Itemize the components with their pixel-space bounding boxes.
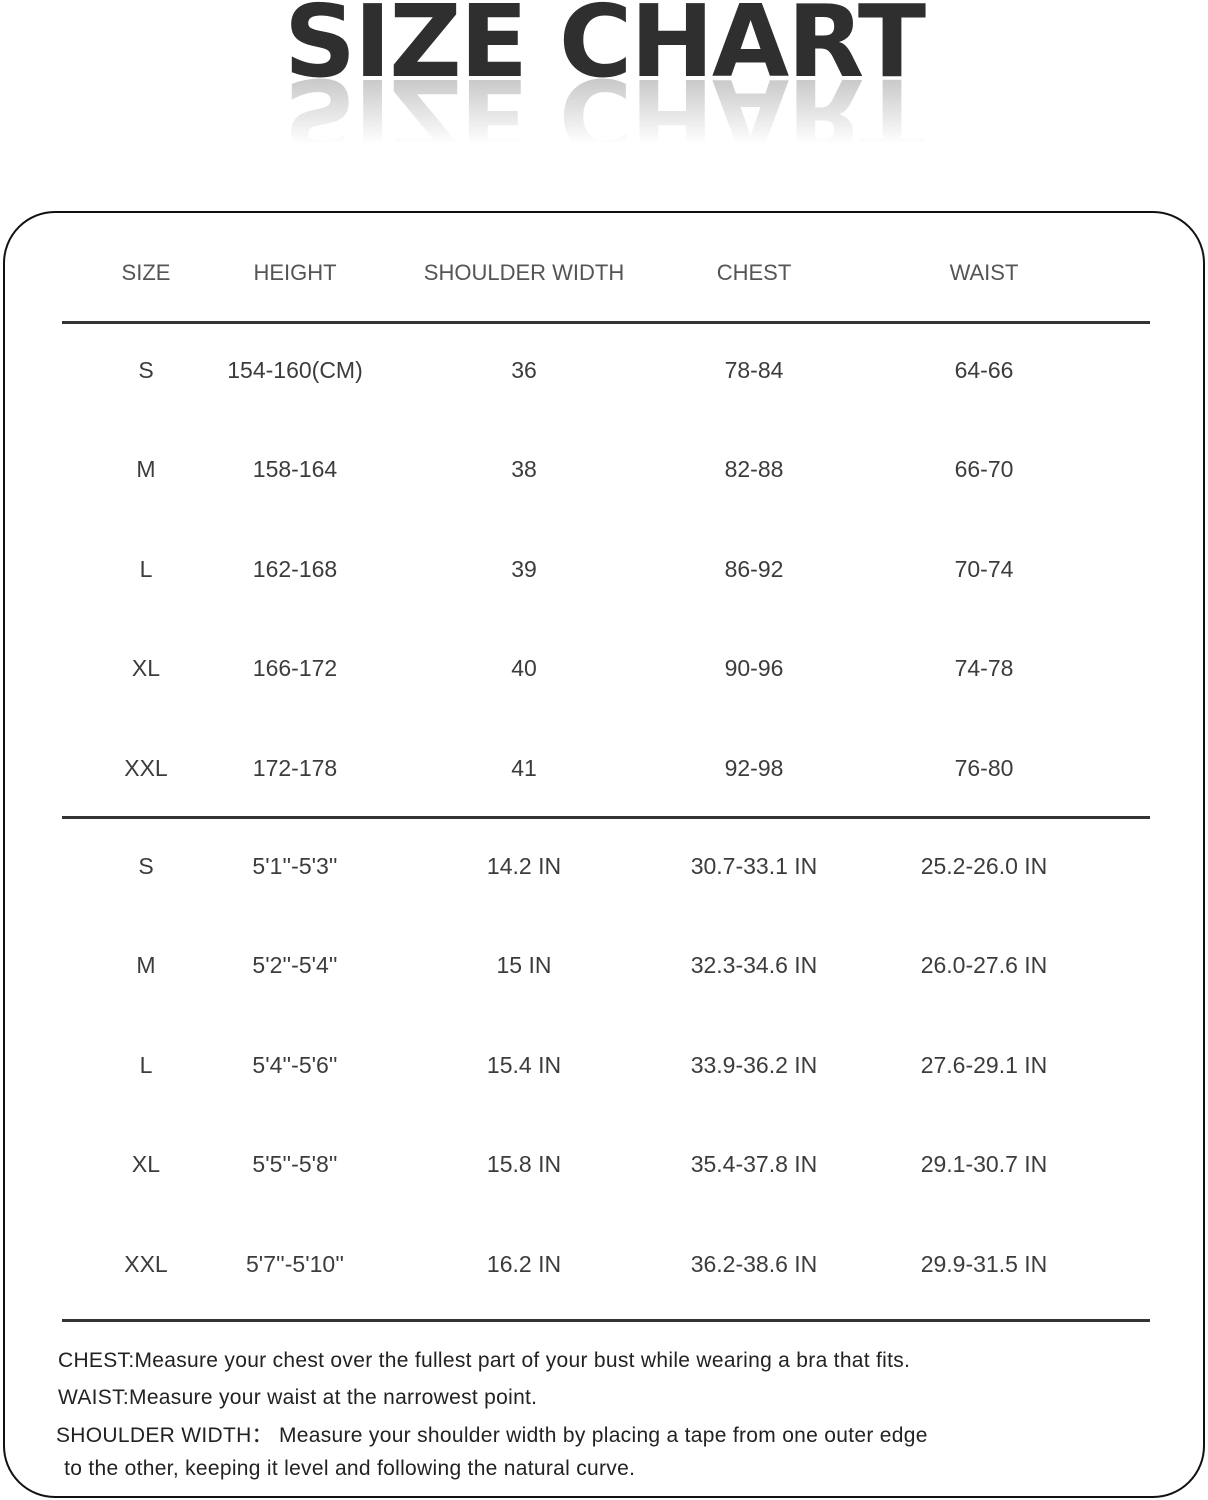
- column-header: CHEST: [716, 260, 792, 285]
- table-cell: 166-172: [252, 655, 338, 682]
- table-cell: 5'1''-5'3'': [252, 853, 338, 879]
- table-cell: 14.2 IN: [486, 853, 562, 879]
- column-header: SIZE: [121, 260, 171, 285]
- unit-divider: [62, 816, 1150, 819]
- table-cell: 158-164: [252, 456, 338, 483]
- note-shoulder: SHOULDER WIDTH： Measure your shoulder wi…: [56, 1424, 928, 1447]
- table-cell: 30.7-33.1 IN: [690, 853, 818, 879]
- table-cell: 82-88: [724, 456, 784, 483]
- table-cell: 66-70: [954, 456, 1014, 483]
- note-chest: CHEST:Measure your chest over the fulles…: [58, 1349, 911, 1372]
- table-cell: 29.1-30.7 IN: [920, 1151, 1048, 1178]
- table-cell: 41: [511, 754, 537, 781]
- table-cell: 32.3-34.6 IN: [690, 952, 818, 979]
- table-cell: 39: [511, 555, 537, 582]
- column-header: SHOULDER WIDTH: [423, 260, 625, 285]
- table-cell: 76-80: [954, 754, 1014, 781]
- table-cell: S: [138, 853, 154, 879]
- table-cell: 15 IN: [496, 952, 552, 979]
- table-cell: 74-78: [954, 655, 1014, 682]
- table-cell: XL: [131, 1151, 161, 1178]
- table-cell: 162-168: [252, 555, 338, 582]
- table-cell: M: [136, 952, 156, 979]
- table-cell: 27.6-29.1 IN: [920, 1051, 1048, 1078]
- table-cell: 92-98: [724, 754, 784, 781]
- table-cell: 40: [511, 655, 537, 682]
- table-cell: 26.0-27.6 IN: [920, 952, 1048, 979]
- header-divider: [62, 321, 1150, 324]
- note-shoulder-cont: to the other, keeping it level and follo…: [58, 1457, 636, 1480]
- table-cell: L: [139, 1051, 153, 1078]
- table-cell: 36: [511, 357, 537, 383]
- table-cell: 15.4 IN: [486, 1051, 562, 1078]
- table-cell: 38: [511, 456, 537, 483]
- table-cell: 172-178: [252, 754, 338, 781]
- table-cell: XXL: [124, 754, 168, 781]
- page-title: SIZE CHART: [283, 0, 926, 100]
- column-header: HEIGHT: [253, 260, 337, 285]
- table-cell: 5'5''-5'8'': [252, 1151, 338, 1178]
- table-bottom-divider: [62, 1319, 1150, 1322]
- table-cell: XL: [131, 655, 161, 682]
- table-cell: 36.2-38.6 IN: [690, 1250, 818, 1277]
- table-cell: L: [139, 555, 153, 582]
- table-cell: 154-160(CM): [227, 357, 363, 383]
- table-cell: 78-84: [724, 357, 784, 383]
- table-cell: 5'7''-5'10'': [246, 1250, 344, 1277]
- table-cell: 35.4-37.8 IN: [690, 1151, 818, 1178]
- table-cell: 5'4''-5'6'': [252, 1051, 338, 1078]
- table-cell: XXL: [124, 1250, 168, 1277]
- table-cell: 25.2-26.0 IN: [920, 853, 1048, 879]
- size-chart-frame: [3, 211, 1205, 1498]
- table-cell: 86-92: [724, 555, 784, 582]
- table-cell: 70-74: [954, 555, 1014, 582]
- table-cell: 15.8 IN: [486, 1151, 562, 1178]
- table-cell: 64-66: [954, 357, 1014, 383]
- table-cell: 33.9-36.2 IN: [690, 1051, 818, 1078]
- table-cell: M: [136, 456, 156, 483]
- table-cell: 16.2 IN: [486, 1250, 562, 1277]
- table-cell: 90-96: [724, 655, 784, 682]
- table-cell: S: [138, 357, 154, 383]
- note-waist: WAIST:Measure your waist at the narrowes…: [58, 1386, 538, 1409]
- title-reflection: SIZE CHART: [283, 56, 925, 173]
- column-header: WAIST: [949, 260, 1019, 285]
- table-cell: 5'2''-5'4'': [252, 952, 338, 979]
- table-cell: 29.9-31.5 IN: [920, 1250, 1048, 1277]
